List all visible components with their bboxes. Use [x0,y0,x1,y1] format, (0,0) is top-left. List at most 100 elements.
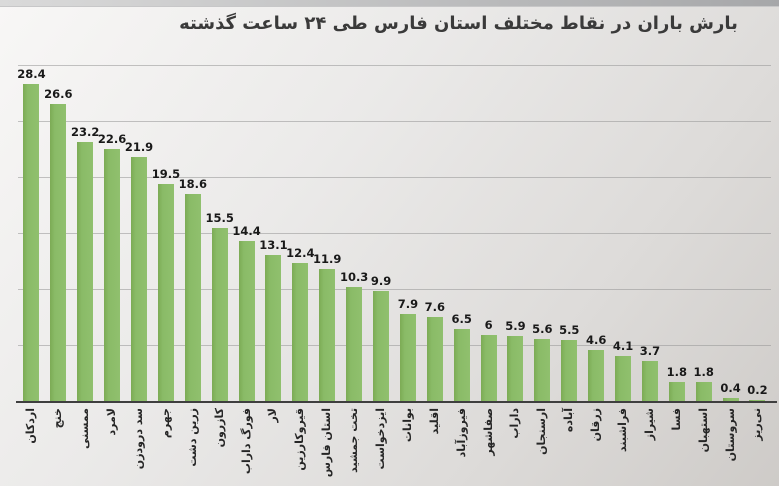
x-axis-label-slot: ارسنجان [529,407,556,486]
x-axis-label-slot: تخت جمشید [341,407,368,486]
x-axis-label-slot: ایزدخواست [368,407,395,486]
x-axis-label: سروستان [723,408,737,462]
bar-value-label: 5.5 [559,323,580,338]
x-axis-label: قیروکارزین [293,408,307,471]
bar-value-label: 7.9 [397,296,419,311]
x-axis-label: کازرون [212,408,226,448]
bar [588,350,605,402]
x-axis-label: زرین دشت [185,408,199,467]
bar-slot: 22.6 [97,66,127,402]
x-axis-label-slot: اردکان [18,407,45,486]
gridline [18,177,771,178]
bar-slot: 26.6 [44,66,73,402]
bar-value-label: 28.4 [17,66,46,81]
bar [319,268,336,402]
bar-slot: 7.9 [394,66,421,402]
bar-slot: 5.9 [502,66,529,402]
bar [399,313,416,402]
bar-slot: 0.2 [744,66,771,402]
bar [23,83,40,402]
x-axis-label-slot: صفاشهر [475,407,502,486]
bar-slot: 12.4 [286,66,315,402]
x-axis-label: جهرم [158,408,172,439]
bar [77,142,94,402]
x-axis-label: فراشبند [616,408,630,452]
bar-slot: 9.9 [368,66,395,402]
x-axis-label-slot: بوانات [394,407,421,486]
x-axis-label-slot: قیروکارزین [287,407,314,486]
bar-slot: 4.1 [610,66,637,402]
bar-slot: 1.8 [690,66,717,402]
bar-value-label: 7.6 [424,299,445,314]
gridline [18,289,771,290]
x-axis-label-slot: فورگ داراب [233,407,260,486]
x-axis-label-slot: فراشبند [610,407,637,486]
bar-slot: 15.5 [205,66,234,402]
x-axis-label: استان فارس [320,408,334,478]
bar-value-label: 0.2 [747,382,768,397]
bar-slot: 3.7 [636,66,663,402]
bar-value-label: 19.5 [151,166,181,181]
gridline [18,345,771,346]
x-axis-label: بوانات [400,408,414,443]
gridline [18,121,771,122]
x-axis-line [16,401,777,403]
bar [346,286,363,402]
x-axis-label: سد درودزن [132,408,145,470]
bar [480,334,497,402]
x-axis-label: ایزدخواست [374,408,388,470]
bar-value-label: 1.8 [693,364,714,379]
bar [695,381,712,402]
bar-value-label: 9.9 [370,274,392,289]
bar-value-label: 18.6 [178,176,207,191]
bar [641,360,658,402]
bar [211,228,228,402]
bar-slot: 4.6 [583,66,610,402]
bar-value-label: 5.9 [505,318,526,333]
bar-value-label: 21.9 [124,139,154,154]
x-axis-label-slot: فیروزآباد [448,407,475,486]
bar [157,183,174,402]
bar [507,335,524,402]
x-axis-label-slot: نی‌ریز [744,407,771,486]
bar-value-label: 12.4 [286,246,315,261]
bar-slot: 19.5 [151,66,181,402]
x-axis-label: تخت جمشید [347,408,361,473]
bar-slot: 7.6 [421,66,448,402]
x-axis-label-slot: زرین دشت [179,407,206,486]
bar-value-label: 26.6 [44,87,73,102]
bar-value-label: 5.6 [532,322,553,337]
bar [453,329,470,402]
x-axis-label: ممسنی [78,408,92,449]
x-axis-label-slot: استهبان [690,407,717,486]
bar-slot: 21.9 [124,66,154,402]
x-axis-label-slot: خنج [45,407,72,486]
bar [292,263,309,402]
bar-value-label: 10.3 [339,269,369,284]
bar-slot: 18.6 [178,66,207,402]
bar-slot: 5.5 [556,66,583,402]
bar-value-label: 6.5 [451,312,472,327]
bar [238,240,255,402]
x-axis-label: صفاشهر [481,408,495,456]
bar-slot: 6 [475,66,502,402]
x-axis-label-slot: داراب [502,407,529,486]
bar-value-label: 4.6 [585,333,607,348]
x-axis-label: شیراز [642,408,656,441]
bar [131,156,147,402]
bar-slot: 14.4 [232,66,261,402]
x-axis-label: لار [266,408,280,423]
x-axis-label: لامرد [105,408,119,436]
bar [668,381,685,402]
x-axis-label-slot: لامرد [99,407,126,486]
bar-value-label: 15.5 [205,211,234,226]
bar [534,339,551,402]
x-axis-label: زرقان [589,408,603,442]
bar-value-label: 22.6 [97,131,127,146]
gridline [18,65,771,66]
bar-value-label: 4.1 [612,339,634,354]
bar-slot: 6.5 [448,66,475,402]
top-edge-strip [0,0,779,7]
x-axis-label-slot: شیراز [636,407,663,486]
